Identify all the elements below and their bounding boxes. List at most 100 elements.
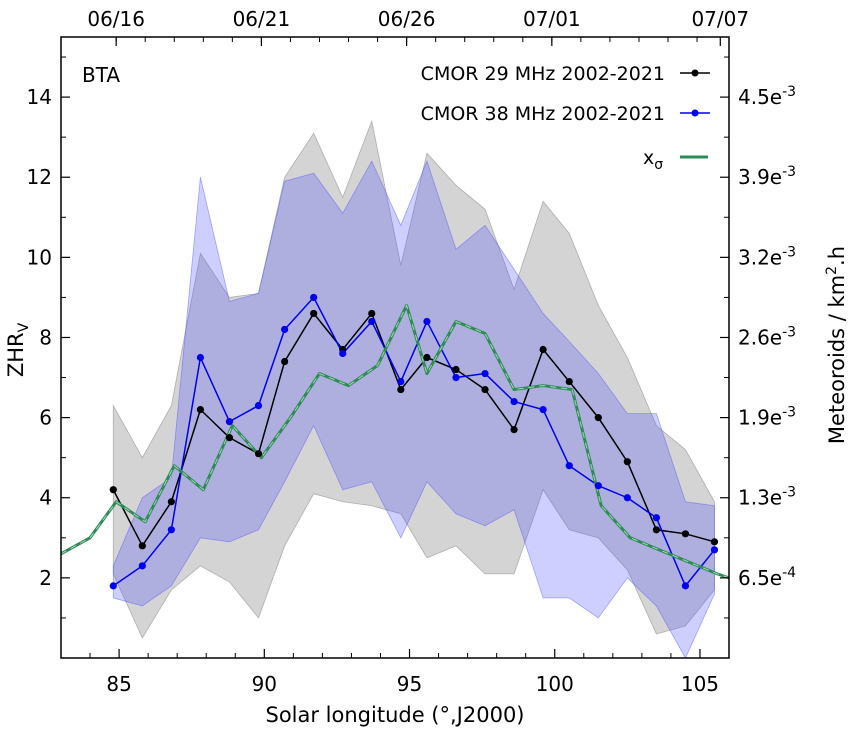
- point-38mhz-17: [594, 482, 602, 490]
- point-38mhz-0: [109, 582, 117, 590]
- point-29mhz-3: [196, 406, 205, 414]
- point-29mhz-17: [594, 414, 602, 422]
- x-tick-label-2: 95: [397, 672, 422, 696]
- point-29mhz-0: [109, 486, 117, 494]
- point-38mhz-21: [710, 546, 719, 554]
- point-29mhz-4: [225, 434, 234, 442]
- y-tick-label-2: 6: [39, 406, 52, 430]
- point-38mhz-10: [397, 377, 405, 386]
- point-38mhz-18: [623, 494, 631, 502]
- point-29mhz-7: [310, 309, 318, 318]
- y2-tick-base-6: 4.5e: [738, 85, 782, 109]
- x-axis-title: Solar longitude (°,J2000): [265, 703, 524, 727]
- y2-tick-exp-2: -3: [782, 405, 796, 421]
- point-29mhz-2: [167, 498, 175, 506]
- point-38mhz-20: [681, 582, 690, 590]
- point-38mhz-11: [423, 317, 431, 326]
- band-38mhz: [112, 160, 715, 659]
- y2-tick-label-2: 1.9e-3: [738, 405, 796, 430]
- point-38mhz-4: [225, 418, 234, 426]
- y2-tick-base-1: 1.3e: [738, 486, 782, 510]
- point-38mhz-12: [452, 373, 460, 382]
- legend-label-29mhz: CMOR 29 MHz 2002-2021: [421, 63, 665, 85]
- y-tick-label-6: 14: [27, 85, 52, 109]
- legend-label-38mhz: CMOR 38 MHz 2002-2021: [421, 103, 665, 125]
- point-38mhz-19: [652, 514, 660, 522]
- series-points: [109, 293, 719, 590]
- y2-axis-title-main: Meteoroids / km: [825, 275, 849, 444]
- top-tick-label-1: 06/21: [233, 7, 291, 31]
- y2-axis-title-tail: .h: [825, 246, 849, 266]
- y2-tick-base-3: 2.6e: [738, 325, 782, 349]
- y2-tick-exp-1: -3: [782, 485, 796, 501]
- point-29mhz-14: [510, 426, 518, 434]
- y2-tick-base-0: 6.5e: [738, 566, 782, 590]
- x-tick-label-1: 90: [252, 672, 277, 696]
- top-tick-label-3: 07/01: [523, 7, 581, 31]
- y2-tick-label-1: 1.3e-3: [738, 485, 796, 510]
- y2-tick-exp-3: -3: [782, 324, 796, 340]
- point-29mhz-1: [138, 542, 146, 550]
- point-29mhz-11: [423, 353, 431, 362]
- point-38mhz-2: [167, 526, 175, 534]
- y2-axis-title-sup: 2: [824, 266, 840, 275]
- point-29mhz-20: [681, 530, 690, 538]
- point-29mhz-12: [452, 365, 460, 374]
- y2-tick-base-5: 3.9e: [738, 165, 782, 189]
- y-axis-title-main: ZHR: [4, 332, 28, 377]
- legend-marker-29mhz: [691, 69, 699, 77]
- point-38mhz-16: [565, 462, 573, 470]
- band-29mhz: [112, 119, 715, 639]
- point-38mhz-6: [281, 325, 289, 334]
- y2-axis-title: Meteoroids / km2.h: [824, 246, 849, 444]
- point-38mhz-14: [510, 397, 518, 406]
- line-38mhz: [112, 296, 716, 588]
- point-29mhz-18: [623, 458, 631, 466]
- point-29mhz-21: [710, 538, 719, 546]
- point-38mhz-8: [339, 349, 347, 358]
- y2-tick-label-5: 3.9e-3: [738, 164, 796, 189]
- point-38mhz-5: [254, 401, 263, 410]
- legend-xsigma-main: x: [643, 147, 654, 169]
- point-29mhz-6: [281, 357, 289, 366]
- point-29mhz-13: [481, 385, 489, 394]
- y-tick-label-0: 2: [39, 566, 52, 590]
- annotation-label: BTA: [82, 63, 120, 87]
- y2-tick-exp-0: -4: [782, 565, 796, 581]
- point-38mhz-3: [196, 353, 205, 362]
- y-axis-title-sub: V: [16, 322, 32, 332]
- x-tick-label-0: 85: [106, 672, 131, 696]
- y2-tick-label-4: 3.2e-3: [738, 244, 796, 269]
- y-axis-title: ZHRV: [4, 322, 32, 377]
- x-tick-label-4: 105: [681, 672, 719, 696]
- point-29mhz-19: [652, 526, 660, 534]
- point-29mhz-9: [368, 309, 376, 318]
- y2-tick-exp-4: -3: [782, 244, 796, 260]
- y-tick-label-3: 8: [39, 325, 52, 349]
- y-tick-label-4: 10: [27, 245, 52, 269]
- y2-tick-base-4: 3.2e: [738, 245, 782, 269]
- y2-tick-exp-6: -3: [782, 84, 796, 100]
- legend: CMOR 29 MHz 2002-2021 CMOR 38 MHz 2002-2…: [421, 63, 710, 173]
- plot-frame: [60, 36, 730, 659]
- line-xsigma-dash: [60, 304, 730, 579]
- line-29mhz: [112, 311, 715, 548]
- y2-tick-exp-5: -3: [782, 164, 796, 180]
- point-38mhz-13: [481, 369, 489, 378]
- top-tick-label-2: 06/26: [378, 7, 436, 31]
- y2-tick-base-2: 1.9e: [738, 406, 782, 430]
- point-29mhz-10: [397, 385, 405, 394]
- legend-xsigma-sub: σ: [654, 157, 663, 173]
- axis-ticks: 85 90 95 100 105 06/16 06/21 06/26 07/01 07/07 2 4 6…: [27, 7, 797, 696]
- point-38mhz-1: [138, 562, 146, 570]
- confidence-bands: [112, 119, 715, 659]
- y-tick-label-5: 12: [27, 165, 52, 189]
- top-tick-label-0: 06/16: [87, 7, 145, 31]
- y2-tick-label-3: 2.6e-3: [738, 324, 796, 349]
- point-29mhz-15: [539, 345, 547, 354]
- y2-tick-label-6: 4.5e-3: [738, 84, 796, 109]
- y2-tick-label-0: 6.5e-4: [738, 565, 796, 590]
- point-38mhz-9: [368, 317, 376, 326]
- legend-label-xsigma: xσ: [643, 147, 663, 173]
